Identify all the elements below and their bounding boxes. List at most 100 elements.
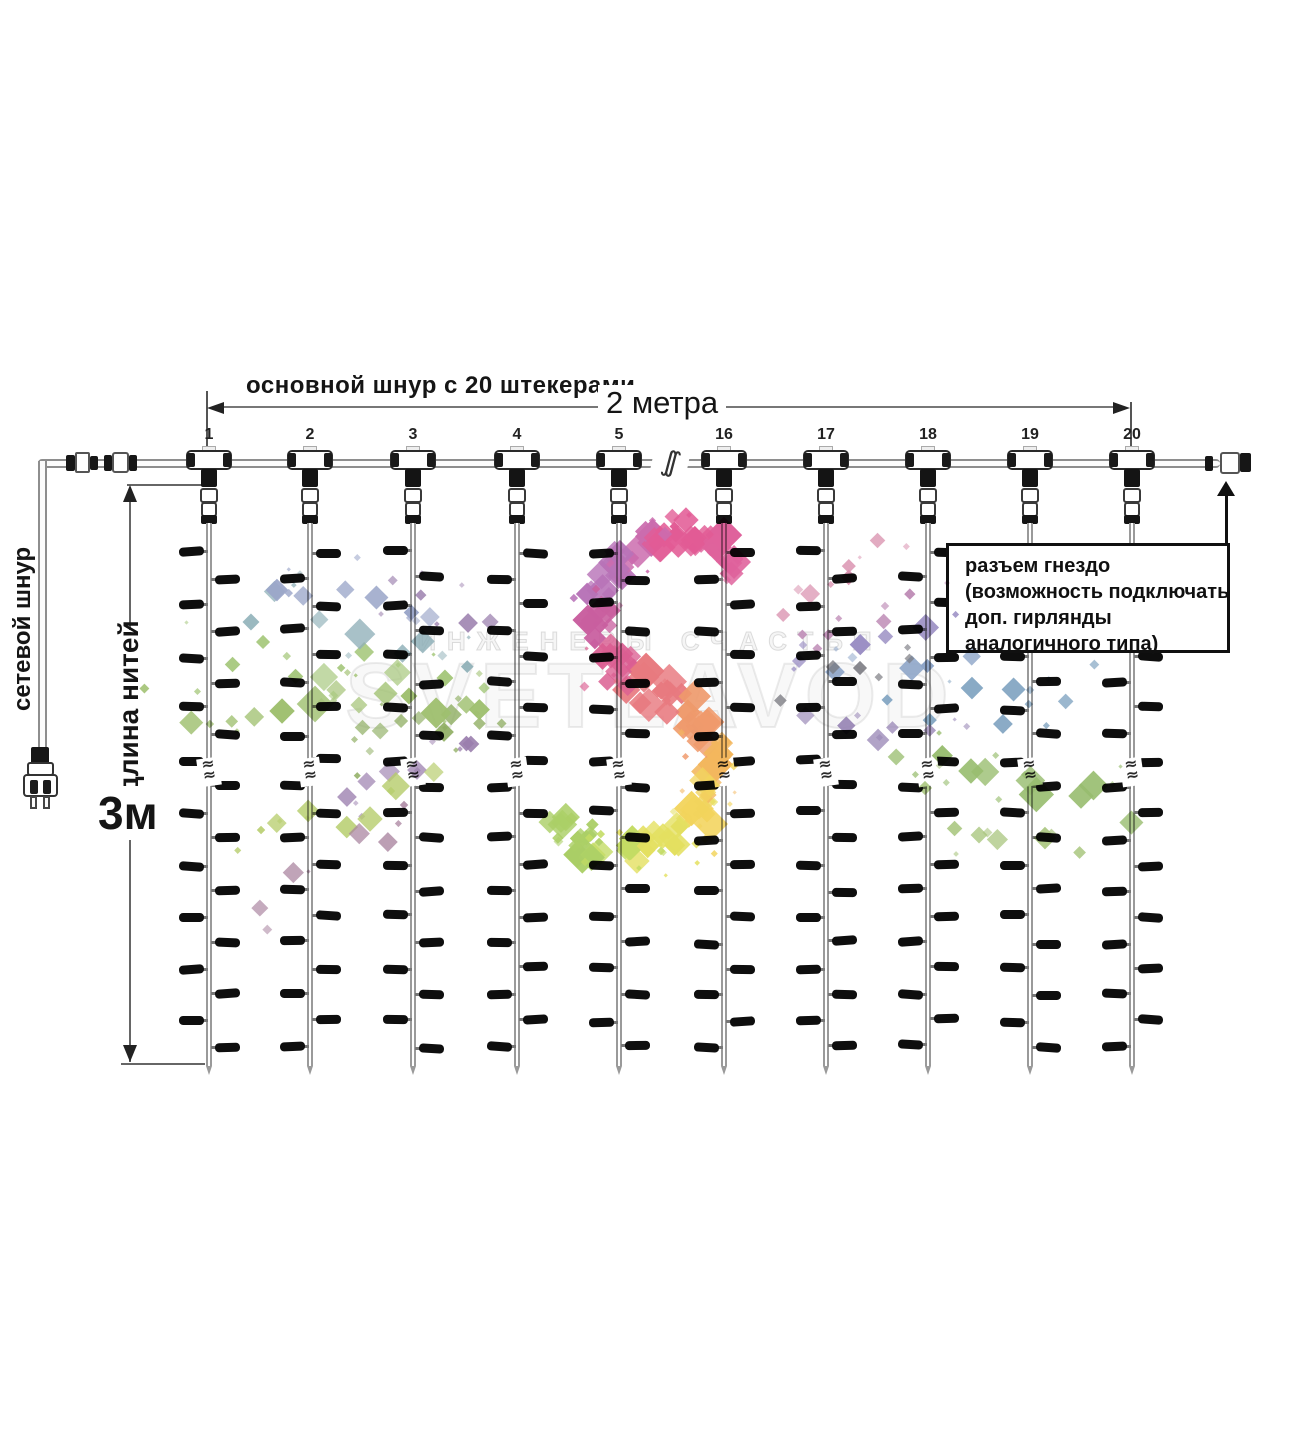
led-bulb (522, 651, 549, 662)
led-bulb (1137, 861, 1164, 872)
led-bulb (693, 574, 720, 585)
led-bulb (588, 1017, 615, 1028)
wire-break-mark: ≈ ≈ (1017, 753, 1043, 788)
led-bulb (315, 808, 342, 819)
led-bulb (178, 546, 205, 557)
led-bulb (315, 701, 342, 712)
led-bulb (588, 704, 615, 715)
led-bulb (693, 939, 720, 950)
plug-number: 17 (817, 426, 835, 443)
plug-number: 2 (305, 426, 315, 443)
t-connector-cap (288, 453, 296, 467)
string-coupler-cap (302, 515, 318, 524)
cord-coupler-cap (90, 456, 98, 470)
t-connector-cap (391, 453, 399, 467)
led-bulb (933, 1013, 960, 1024)
led-bulb (693, 989, 720, 1000)
t-connector-cap (840, 453, 848, 467)
wire-break-mark: ≈ ≈ (711, 753, 737, 788)
socket-body (1220, 452, 1240, 474)
led-bulb (418, 730, 445, 741)
t-connector-cap (942, 453, 950, 467)
t-connector-cap (223, 453, 231, 467)
string-coupler (1123, 488, 1141, 503)
led-bulb (315, 1014, 342, 1025)
t-connector-cap (427, 453, 435, 467)
socket-cap (1240, 453, 1251, 472)
led-bulb (486, 937, 513, 948)
string-tip (307, 1066, 313, 1075)
led-bulb (1137, 963, 1164, 974)
led-bulb (418, 1043, 445, 1054)
led-bulb (418, 989, 445, 1000)
led-bulb (795, 650, 822, 661)
led-bulb (214, 678, 241, 689)
string-tip (616, 1066, 622, 1075)
led-bulb (588, 860, 615, 871)
led-bulb (315, 649, 342, 660)
led-bulb (831, 676, 858, 687)
string-tip (1129, 1066, 1135, 1075)
led-bulb (1137, 1014, 1164, 1025)
power-plug-neck (31, 747, 49, 764)
led-bulb (1101, 835, 1128, 846)
led-bulb (178, 964, 205, 975)
string-coupler-cap (1124, 515, 1140, 524)
led-bulb (897, 624, 924, 635)
led-bulb (795, 912, 822, 923)
led-bulb (279, 623, 306, 634)
wire-break-mark: ≈ ≈ (297, 753, 323, 788)
cord-coupler-body (75, 452, 90, 473)
led-bulb (729, 1016, 756, 1027)
led-bulb (1035, 1042, 1062, 1053)
led-bulb (315, 548, 342, 559)
string-coupler-cap (201, 515, 217, 524)
led-bulb (1035, 728, 1062, 739)
t-connector-cap (633, 453, 641, 467)
led-bulb (831, 887, 858, 898)
string-tip (823, 1066, 829, 1075)
string-coupler (715, 488, 733, 503)
led-bulb (831, 935, 858, 946)
plug-number: 4 (512, 426, 522, 443)
led-bulb (729, 702, 756, 713)
t-connector-cap (597, 453, 605, 467)
led-bulb (999, 705, 1026, 716)
t-connector-cap (531, 453, 539, 467)
led-bulb (418, 571, 445, 582)
power-plug-prong (30, 796, 37, 809)
led-bulb (897, 679, 924, 690)
string-wire (410, 523, 416, 1066)
led-bulb (522, 598, 549, 609)
led-bulb (831, 1040, 858, 1051)
led-bulb (795, 702, 822, 713)
t-plug (1022, 469, 1038, 487)
led-bulb (795, 601, 822, 612)
dimension-arrow-up (123, 485, 137, 502)
callout-arrow-line (1225, 489, 1228, 545)
plug-number: 3 (408, 426, 418, 443)
led-bulb (418, 886, 445, 897)
led-bulb (624, 728, 651, 739)
led-bulb (1035, 676, 1062, 687)
cord-coupler-cap (66, 455, 75, 471)
led-bulb (588, 805, 615, 816)
led-bulb (279, 573, 306, 584)
socket-stub (1205, 456, 1213, 471)
led-bulb (999, 1017, 1026, 1028)
led-bulb (933, 807, 960, 818)
t-plug (611, 469, 627, 487)
string-coupler-cap (611, 515, 627, 524)
led-bulb (418, 679, 445, 690)
dimension-tick (121, 1063, 205, 1065)
led-bulb (999, 909, 1026, 920)
t-plug (716, 469, 732, 487)
cord-break-mark: ∫∫ (648, 442, 692, 484)
wire-break-mark: ≈ ≈ (504, 753, 530, 788)
plug-number: 18 (919, 426, 937, 443)
led-bulb (933, 652, 960, 663)
led-bulb (418, 937, 445, 948)
led-bulb (624, 1040, 651, 1051)
callout-line: доп. гирлянды (965, 607, 1112, 629)
t-connector-cap (804, 453, 812, 467)
